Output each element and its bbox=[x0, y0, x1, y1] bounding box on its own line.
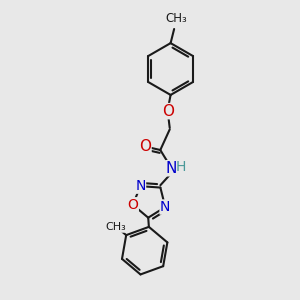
Text: CH₃: CH₃ bbox=[165, 12, 187, 25]
Text: O: O bbox=[139, 139, 151, 154]
Text: N: N bbox=[166, 161, 177, 176]
Text: O: O bbox=[128, 198, 138, 212]
Text: CH₃: CH₃ bbox=[105, 222, 126, 232]
Text: N: N bbox=[160, 200, 170, 214]
Text: O: O bbox=[162, 103, 174, 118]
Text: H: H bbox=[176, 160, 186, 174]
Text: N: N bbox=[135, 179, 146, 193]
